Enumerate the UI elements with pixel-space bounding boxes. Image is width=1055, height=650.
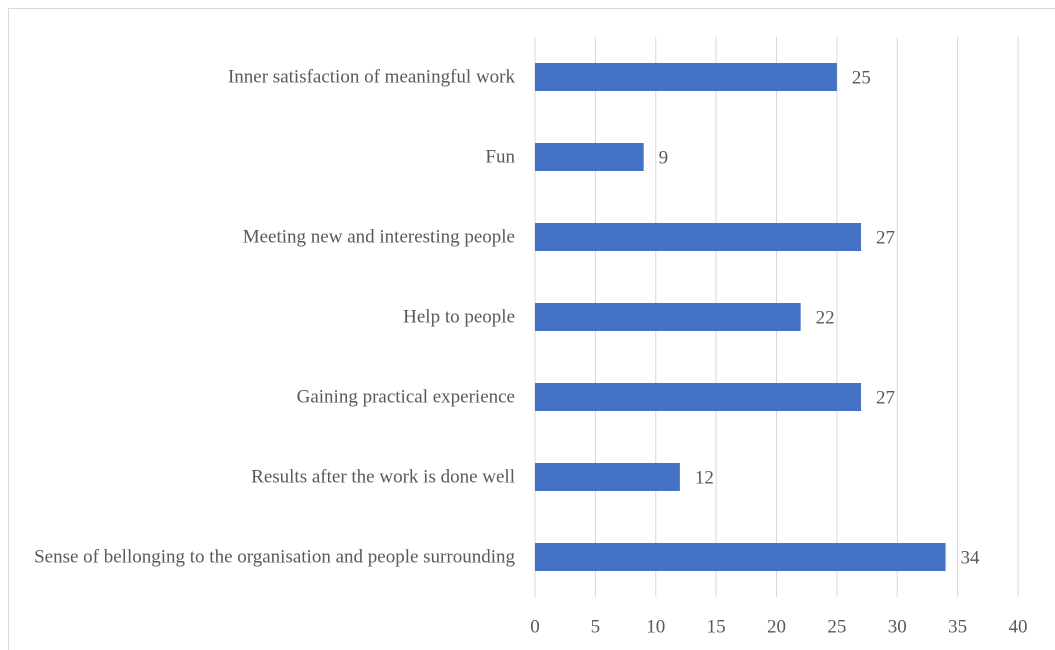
x-tick-label: 10 xyxy=(646,616,665,637)
bar xyxy=(535,143,644,171)
y-tick-label: Sense of bellonging to the organisation … xyxy=(0,546,515,569)
y-tick-text: Help to people xyxy=(403,306,515,328)
y-tick-text: Sense of bellonging to the organisation … xyxy=(34,546,515,568)
y-tick-label: Gaining practical experience xyxy=(0,386,515,409)
y-tick-text: Meeting new and interesting people xyxy=(242,226,515,248)
bar xyxy=(535,463,680,491)
x-tick-label: 25 xyxy=(827,616,846,637)
x-tick-label: 35 xyxy=(948,616,967,637)
x-tick-label: 15 xyxy=(707,616,726,637)
bar xyxy=(535,303,801,331)
data-label: 25 xyxy=(852,67,871,88)
bar xyxy=(535,383,862,411)
x-tick-label: 20 xyxy=(767,616,786,637)
chart-frame xyxy=(8,8,1055,650)
y-tick-label: Help to people xyxy=(0,306,515,329)
data-label: 34 xyxy=(961,547,981,568)
y-tick-label: Meeting new and interesting people xyxy=(0,226,515,249)
data-label: 22 xyxy=(816,307,835,328)
y-tick-text: Results after the work is done well xyxy=(251,466,515,488)
data-label: 9 xyxy=(659,147,669,168)
x-tick-label: 5 xyxy=(591,616,601,637)
y-tick-label: Fun xyxy=(0,146,515,169)
bar xyxy=(535,63,837,91)
bar xyxy=(535,543,946,571)
x-tick-label: 30 xyxy=(888,616,907,637)
y-tick-label: Inner satisfaction of meaningful work xyxy=(0,66,515,89)
data-label: 12 xyxy=(695,467,714,488)
x-tick-label: 0 xyxy=(530,616,540,637)
data-label: 27 xyxy=(876,387,895,408)
bar xyxy=(535,223,862,251)
y-tick-text: Inner satisfaction of meaningful work xyxy=(227,66,515,88)
x-tick-label: 40 xyxy=(1009,616,1028,637)
data-label: 27 xyxy=(876,227,895,248)
y-tick-label: Results after the work is done well xyxy=(0,466,515,489)
y-tick-text: Gaining practical experience xyxy=(296,386,515,408)
y-tick-text: Fun xyxy=(485,146,515,168)
